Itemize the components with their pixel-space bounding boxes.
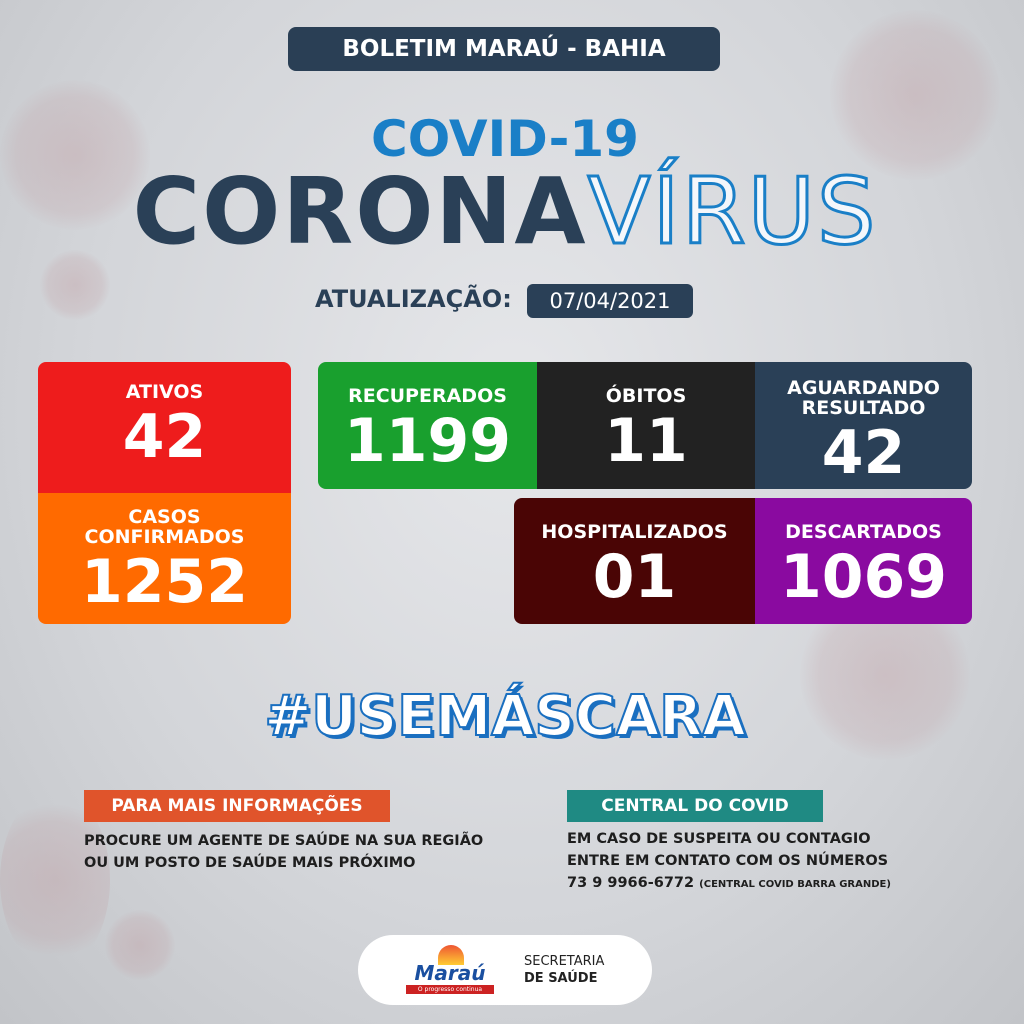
stat-label: AGUARDANDO RESULTADO xyxy=(787,377,940,419)
update-date: 07/04/2021 xyxy=(527,284,693,318)
coronavirus-headline: CORONAVÍRUS xyxy=(0,157,1010,267)
stat-ativos: ATIVOS 42 xyxy=(38,362,291,493)
central-text: EM CASO DE SUSPEITA OU CONTAGIO ENTRE EM… xyxy=(567,828,891,896)
stat-descartados: DESCARTADOS 1069 xyxy=(755,498,972,624)
stat-value: 01 xyxy=(592,542,677,612)
central-phone: 73 9 9966-6772 xyxy=(567,875,695,891)
central-title: CENTRAL DO COVID xyxy=(567,790,823,822)
stat-value: 11 xyxy=(604,406,688,476)
stat-recuperados: RECUPERADOS 1199 xyxy=(318,362,537,489)
stat-label: RECUPERADOS xyxy=(348,385,507,407)
stat-value: 1252 xyxy=(81,547,248,617)
logo-text: Maraú xyxy=(414,961,486,985)
info-text: PROCURE UM AGENTE DE SAÚDE NA SUA REGIÃO… xyxy=(84,830,483,874)
info-line: OU UM POSTO DE SAÚDE MAIS PRÓXIMO xyxy=(84,855,416,871)
sun-icon xyxy=(438,945,464,965)
stat-label: ÓBITOS xyxy=(605,385,687,407)
central-line: ENTRE EM CONTATO COM OS NÚMEROS xyxy=(567,853,889,869)
stat-label: ATIVOS xyxy=(125,381,204,403)
footer-logo-card: Maraú O progresso continua SECRETARIA DE… xyxy=(358,935,652,1005)
info-title: PARA MAIS INFORMAÇÕES xyxy=(84,790,390,822)
department-name: SECRETARIA DE SAÚDE xyxy=(524,953,604,987)
stat-value: 42 xyxy=(821,418,906,488)
central-line: EM CASO DE SUSPEITA OU CONTAGIO xyxy=(567,831,871,847)
virus-decoration xyxy=(0,80,150,230)
hashtag: #USEMÁSCARA xyxy=(263,683,746,750)
stat-value: 42 xyxy=(122,402,207,472)
headline-corona: CORONA xyxy=(132,158,588,265)
covid-subtitle: COVID-19 xyxy=(371,110,639,168)
stat-obitos: ÓBITOS 11 xyxy=(537,362,755,489)
headline-virus: VÍRUS xyxy=(586,157,878,267)
stat-hospitalizados: HOSPITALIZADOS 01 xyxy=(514,498,755,624)
update-label: ATUALIZAÇÃO: xyxy=(315,285,512,313)
stat-label: CASOS CONFIRMADOS xyxy=(84,506,245,548)
stat-label: DESCARTADOS xyxy=(785,521,942,543)
stat-aguardando-resultado: AGUARDANDO RESULTADO 42 xyxy=(755,362,972,489)
stat-casos-confirmados: CASOS CONFIRMADOS 1252 xyxy=(38,493,291,624)
stat-value: 1199 xyxy=(344,406,511,476)
bulletin-title: BOLETIM MARAÚ - BAHIA xyxy=(288,27,720,71)
marau-logo: Maraú O progresso continua xyxy=(400,945,500,997)
stat-value: 1069 xyxy=(780,542,947,612)
dept-line: SECRETARIA xyxy=(524,954,605,969)
central-phone-note: (CENTRAL COVID BARRA GRANDE) xyxy=(699,879,891,890)
logo-slogan: O progresso continua xyxy=(406,985,494,994)
info-line: PROCURE UM AGENTE DE SAÚDE NA SUA REGIÃO xyxy=(84,833,484,849)
virus-decoration xyxy=(830,10,1000,180)
dept-line: DE SAÚDE xyxy=(524,971,598,986)
stat-label: HOSPITALIZADOS xyxy=(541,521,728,543)
virus-decoration xyxy=(40,250,110,320)
virus-decoration xyxy=(105,910,175,980)
